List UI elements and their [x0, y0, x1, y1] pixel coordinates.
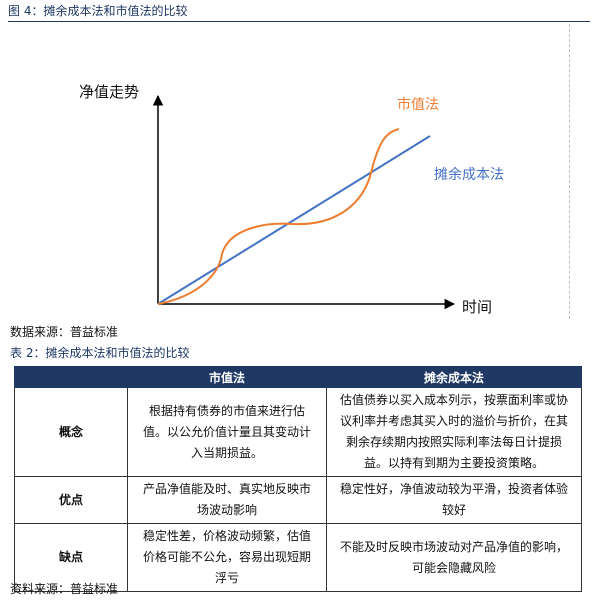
chart-svg: 净值走势 时间 市值法 摊余成本法: [79, 83, 504, 316]
amortized-cost-line: [157, 135, 431, 305]
chart-area: 净值走势 时间 市值法 摊余成本法: [14, 24, 570, 319]
table-header-row: 市值法 摊余成本法: [14, 366, 582, 388]
cell-amortized-advantage: 稳定性好，净值波动较为平滑，投资者体验较好: [326, 476, 582, 524]
cell-amortized-concept: 估值债券以买入成本列示，按票面利率或协议利率并考虑其买入时的溢价与折价，在其剩余…: [326, 387, 582, 477]
amortized-cost-legend: 摊余成本法: [434, 166, 504, 183]
row-label-disadvantage: 缺点: [14, 523, 128, 592]
comparison-table: 市值法 摊余成本法 概念 根据持有债券的市值来进行估值。以公允价值计量且其变动计…: [14, 366, 582, 592]
figure-source: 数据来源：普益标准: [10, 325, 119, 339]
table-row: 概念 根据持有债券的市值来进行估值。以公允价值计量且其变动计入当期损益。 估值债…: [14, 387, 582, 477]
figure-caption: 图 4：摊余成本法和市值法的比较: [8, 4, 188, 18]
header-blank: [14, 366, 128, 388]
table-row: 优点 产品净值能及时、真实地反映市场波动影响 稳定性好，净值波动较为平滑，投资者…: [14, 476, 582, 524]
cell-market-concept: 根据持有债券的市值来进行估值。以公允价值计量且其变动计入当期损益。: [127, 387, 327, 477]
header-market-value: 市值法: [127, 366, 327, 388]
cell-amortized-disadvantage: 不能及时反映市场波动对产品净值的影响，可能会隐藏风险: [326, 523, 582, 592]
cell-market-advantage: 产品净值能及时、真实地反映市场波动影响: [127, 476, 327, 524]
market-value-legend: 市值法: [397, 96, 439, 113]
cell-market-disadvantage: 稳定性差，价格波动频繁，估值价格可能不公允，容易出现短期浮亏: [127, 523, 327, 592]
row-label-concept: 概念: [14, 387, 128, 477]
table-source: 资料来源：普益标准: [10, 582, 119, 596]
table-row: 缺点 稳定性差，价格波动频繁，估值价格可能不公允，容易出现短期浮亏 不能及时反映…: [14, 523, 582, 592]
table-caption: 表 2：摊余成本法和市值法的比较: [10, 346, 190, 360]
x-axis-label: 时间: [462, 298, 492, 316]
header-amortized-cost: 摊余成本法: [326, 366, 582, 388]
y-axis-label: 净值走势: [79, 83, 139, 101]
figure-rule: [8, 21, 590, 22]
market-value-curve: [157, 128, 400, 305]
row-label-advantage: 优点: [14, 476, 128, 524]
